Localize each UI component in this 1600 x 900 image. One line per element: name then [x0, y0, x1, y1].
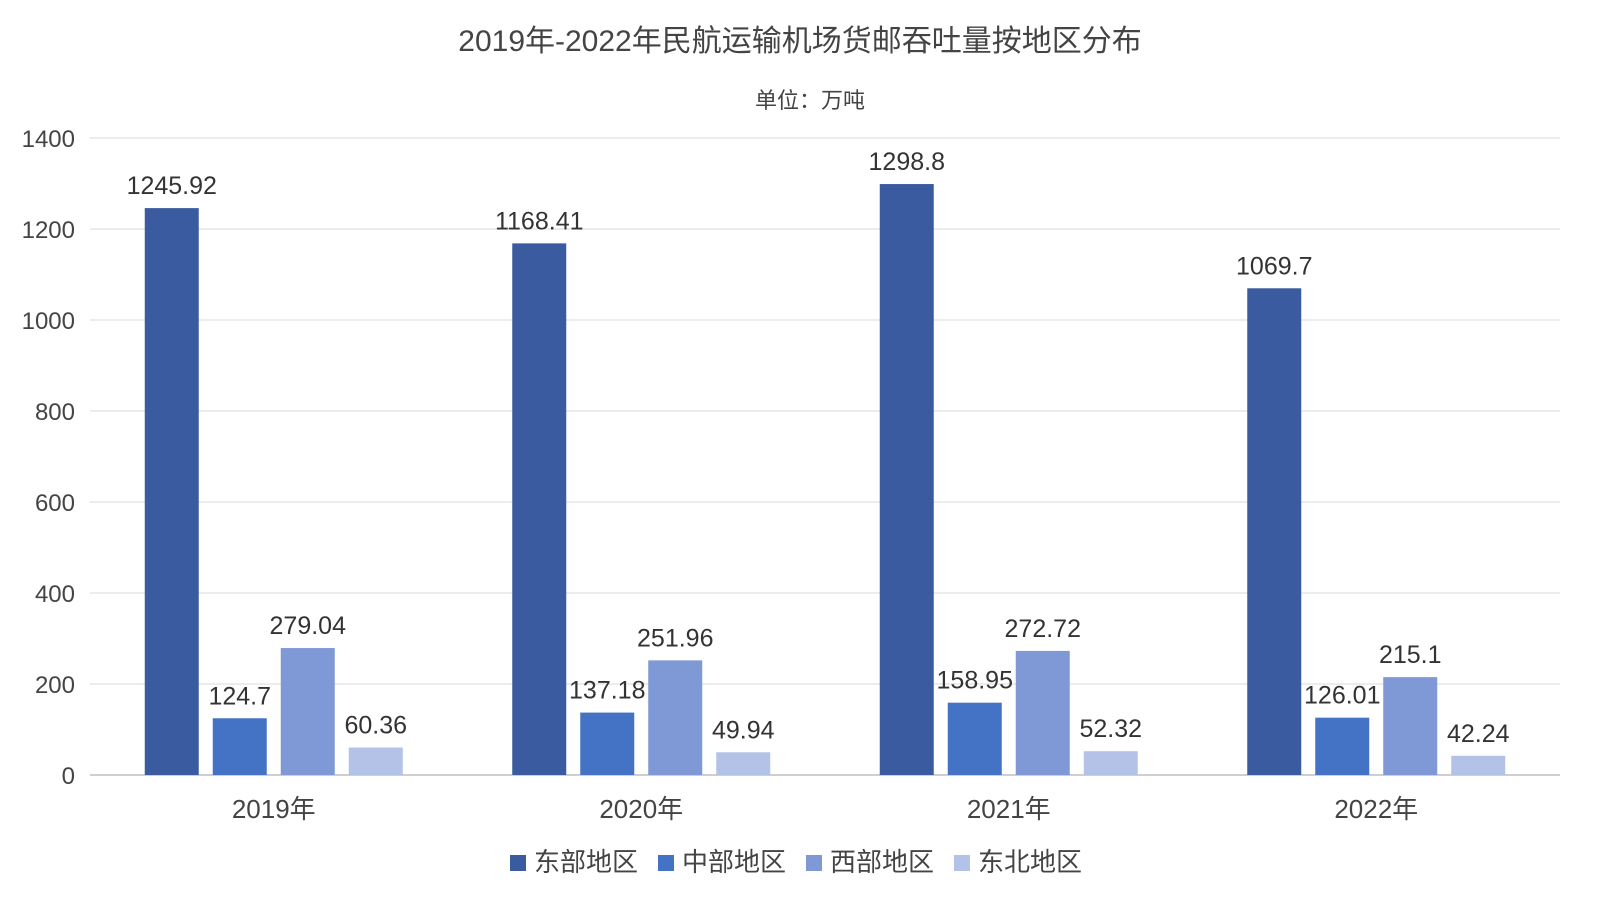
legend-label: 东部地区 — [534, 847, 638, 877]
bars — [144, 184, 1506, 776]
y-tick-label: 800 — [35, 399, 75, 426]
legend-label: 西部地区 — [830, 847, 934, 877]
bar — [1247, 288, 1302, 775]
data-label: 49.94 — [712, 716, 775, 744]
data-labels: 1245.92 124.7 279.04 60.36 1168.41 137.18 251.… — [127, 148, 1510, 748]
bar — [580, 712, 635, 775]
x-tick-label: 2020年 — [599, 794, 683, 824]
bar — [648, 660, 703, 775]
y-tick-label: 1200 — [22, 217, 75, 244]
bar — [947, 702, 1002, 775]
bar — [1451, 755, 1506, 775]
bar — [1015, 650, 1070, 775]
data-label: 137.18 — [569, 677, 645, 705]
bar — [280, 648, 335, 775]
x-tick-label: 2022年 — [1334, 794, 1418, 824]
bar — [1083, 751, 1138, 775]
bar — [212, 718, 267, 775]
data-label: 42.24 — [1447, 720, 1510, 748]
data-label: 215.1 — [1379, 641, 1442, 669]
data-label: 1298.8 — [869, 148, 945, 176]
data-label: 1069.7 — [1236, 252, 1312, 280]
legend-swatch — [806, 855, 822, 871]
data-label: 1168.41 — [495, 207, 584, 235]
y-axis-ticks: 0 200 400 600 800 1000 1200 1400 — [22, 126, 75, 790]
y-tick-label: 600 — [35, 490, 75, 517]
bar — [512, 243, 567, 776]
x-tick-label: 2021年 — [967, 794, 1051, 824]
legend-swatch — [954, 855, 970, 871]
data-label: 272.72 — [1005, 615, 1081, 643]
bar — [716, 752, 771, 775]
data-label: 124.7 — [208, 682, 271, 710]
y-tick-label: 200 — [35, 672, 75, 699]
chart-subtitle: 单位：万吨 — [755, 88, 865, 113]
y-tick-label: 400 — [35, 581, 75, 608]
bar — [348, 747, 403, 775]
data-label: 126.01 — [1304, 682, 1380, 710]
legend-label: 东北地区 — [978, 847, 1082, 877]
bar — [1315, 717, 1370, 775]
data-label: 52.32 — [1079, 715, 1142, 743]
legend: 东部地区 中部地区 西部地区 东北地区 — [510, 847, 1082, 877]
bar — [144, 208, 199, 776]
y-tick-label: 0 — [62, 763, 75, 790]
legend-swatch — [658, 855, 674, 871]
data-label: 1245.92 — [127, 172, 217, 200]
legend-swatch — [510, 855, 526, 871]
legend-label: 中部地区 — [682, 847, 786, 877]
gridlines — [90, 137, 1560, 776]
x-axis-ticks: 2019年 2020年 2021年 2022年 — [232, 794, 1418, 824]
bar — [1383, 677, 1438, 775]
data-label: 158.95 — [937, 667, 1013, 695]
y-tick-label: 1000 — [22, 308, 75, 335]
bar — [879, 184, 934, 775]
data-label: 60.36 — [344, 712, 407, 740]
data-label: 279.04 — [270, 612, 347, 640]
y-tick-label: 1400 — [22, 126, 75, 153]
data-label: 251.96 — [637, 624, 713, 652]
x-tick-label: 2019年 — [232, 794, 316, 824]
chart-title: 2019年-2022年民航运输机场货邮吞吐量按地区分布 — [458, 25, 1141, 58]
